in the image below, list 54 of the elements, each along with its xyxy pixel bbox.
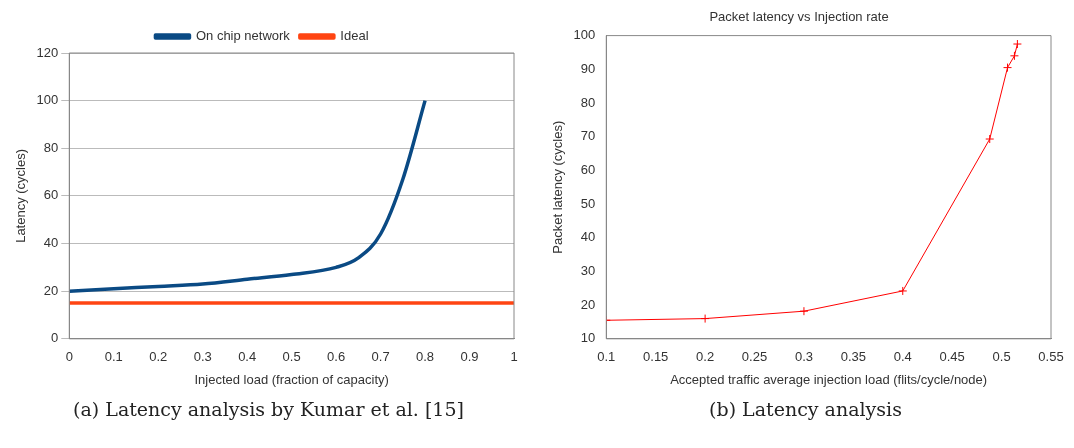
y-tick-label: 0 <box>50 330 58 346</box>
y-tick-label: 40 <box>580 229 595 245</box>
point <box>1002 63 1012 73</box>
point <box>1012 39 1022 49</box>
y-tick-label: 80 <box>580 94 595 110</box>
y-tick-label: 30 <box>580 263 595 278</box>
y-axis-title: Packet latency (cycles) <box>549 120 565 254</box>
x-tick-label: 0.9 <box>459 349 479 365</box>
text: (a) Latency analysis by Kumar et al. [15] <box>73 398 464 420</box>
x-tick-label: 1 <box>509 349 518 365</box>
y-tick-label: 60 <box>43 187 58 203</box>
y-tick-label: 80 <box>43 139 58 155</box>
y-tick-label: 70 <box>580 128 595 144</box>
y-tick-label: 10 <box>580 330 595 346</box>
y-tick-label: 90 <box>580 60 595 76</box>
x-tick-label: 0.4 <box>893 349 912 365</box>
x-tick-label: 0.6 <box>326 349 345 365</box>
y-tick-label: 50 <box>580 195 595 211</box>
x-tick-label: 0.8 <box>415 349 434 365</box>
x-tick-label: 0.4 <box>237 349 256 365</box>
x-tick-label: 0.1 <box>104 349 123 365</box>
x-tick-label: 0 <box>65 349 73 365</box>
y-tick-label: 60 <box>580 161 595 177</box>
x-tick-label: 0.3 <box>193 349 212 365</box>
point <box>1009 51 1019 61</box>
x-tick-label: 0.2 <box>695 349 714 365</box>
x-axis-title: Injected load (fraction of capacity) <box>193 371 389 387</box>
y-tick-label: 100 <box>573 27 595 43</box>
text: (b) Latency analysis <box>709 398 902 420</box>
y-tick-label: 100 <box>36 92 58 108</box>
point <box>984 134 994 144</box>
y-tick-label: 20 <box>580 296 595 312</box>
y-axis-title: Latency (cycles) <box>12 148 28 243</box>
point <box>897 286 907 296</box>
line-series <box>68 98 427 293</box>
x-tick-label: 0.1 <box>596 349 615 365</box>
x-tick-label: 0.45 <box>939 349 965 365</box>
legend-label: On chip network <box>195 28 290 44</box>
x-tick-label: 0.35 <box>840 349 866 365</box>
x-tick-label: 0.2 <box>148 349 167 365</box>
x-tick-label: 0.7 <box>371 349 390 365</box>
y-tick-label: 20 <box>43 282 58 298</box>
legend-label: Ideal <box>339 28 369 44</box>
point <box>700 314 710 324</box>
x-tick-label: 0.15 <box>642 349 668 365</box>
x-tick-label: 0.5 <box>282 349 301 365</box>
y-tick-label: 40 <box>43 235 58 251</box>
x-tick-label: 0.25 <box>741 349 767 365</box>
y-tick-label: 120 <box>36 44 58 60</box>
x-tick-label: 0.55 <box>1037 349 1064 365</box>
chart-title: Packet latency vs Injection rate <box>708 9 889 25</box>
x-tick-label: 0.3 <box>794 349 813 365</box>
x-axis-title: Accepted traffic average injection load (flits/cycle/node) <box>669 371 987 387</box>
x-tick-label: 0.5 <box>992 349 1011 365</box>
